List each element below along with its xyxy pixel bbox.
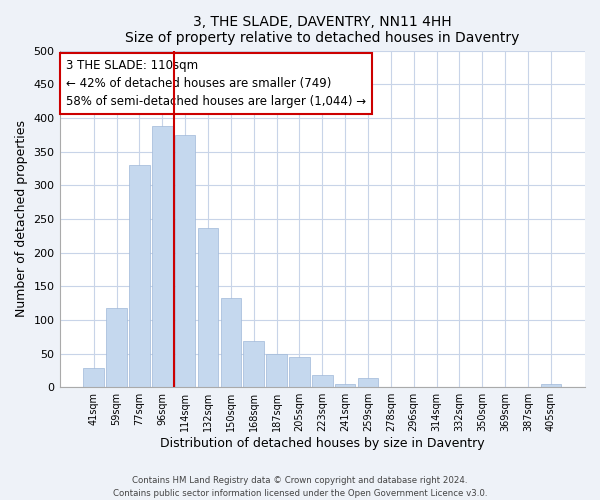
Bar <box>152 126 173 387</box>
Bar <box>266 354 287 387</box>
Bar <box>335 384 355 387</box>
Bar <box>221 298 241 387</box>
Title: 3, THE SLADE, DAVENTRY, NN11 4HH
Size of property relative to detached houses in: 3, THE SLADE, DAVENTRY, NN11 4HH Size of… <box>125 15 520 45</box>
Y-axis label: Number of detached properties: Number of detached properties <box>15 120 28 318</box>
Bar <box>83 368 104 387</box>
Bar <box>129 165 150 387</box>
Bar <box>541 384 561 387</box>
Text: 3 THE SLADE: 110sqm
← 42% of detached houses are smaller (749)
58% of semi-detac: 3 THE SLADE: 110sqm ← 42% of detached ho… <box>67 59 367 108</box>
Bar <box>358 378 378 387</box>
Bar <box>198 228 218 387</box>
X-axis label: Distribution of detached houses by size in Daventry: Distribution of detached houses by size … <box>160 437 485 450</box>
Text: Contains HM Land Registry data © Crown copyright and database right 2024.
Contai: Contains HM Land Registry data © Crown c… <box>113 476 487 498</box>
Bar <box>289 357 310 387</box>
Bar <box>312 375 332 387</box>
Bar <box>244 342 264 387</box>
Bar <box>106 308 127 387</box>
Bar <box>175 134 196 387</box>
